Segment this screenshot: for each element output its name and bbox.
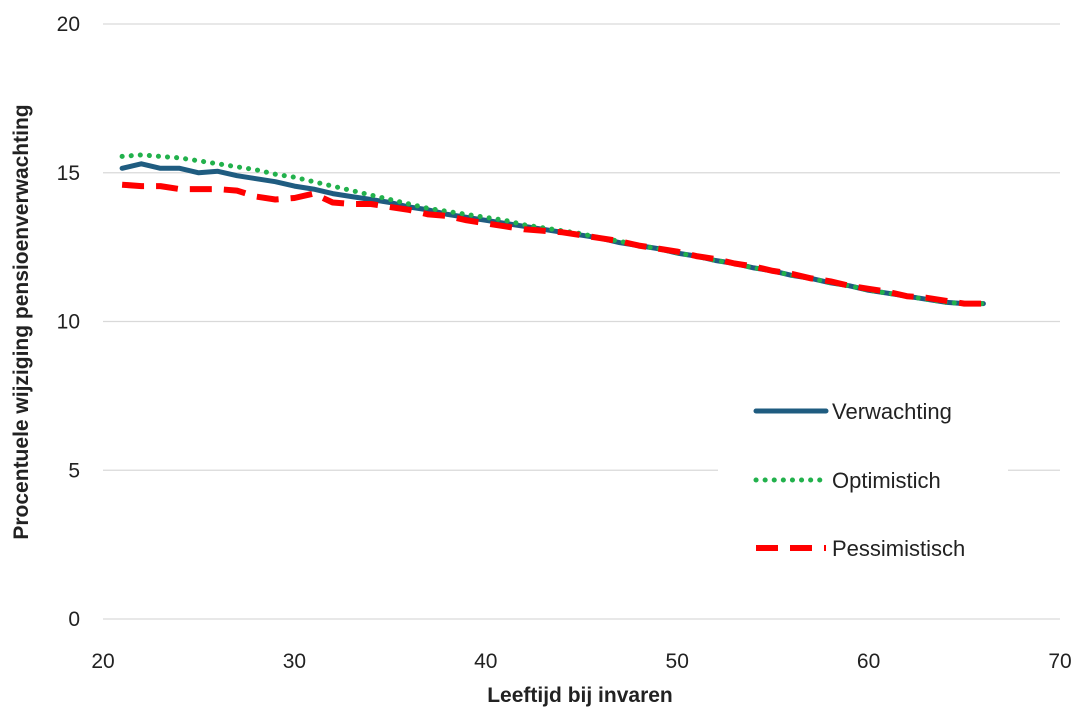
y-tick-label: 20 <box>57 13 80 36</box>
x-axis-ticks: 20 30 40 50 60 70 <box>91 650 1071 673</box>
x-tick-label: 60 <box>857 650 880 673</box>
series-lines <box>119 152 986 307</box>
legend-label: Verwachting <box>832 399 952 424</box>
y-tick-label: 15 <box>57 162 80 185</box>
x-axis-title: Leeftijd bij invaren <box>487 684 673 707</box>
y-tick-label: 10 <box>57 311 80 334</box>
y-tick-label: 0 <box>68 608 80 631</box>
legend-label: Optimistich <box>832 468 941 493</box>
series-line-verwachting <box>119 161 986 307</box>
x-tick-label: 20 <box>91 650 114 673</box>
x-tick-label: 50 <box>666 650 689 673</box>
x-tick-label: 70 <box>1048 650 1071 673</box>
legend-label: Pessimistisch <box>832 536 965 561</box>
legend: Verwachting Optimistich Pessimistisch <box>718 390 1008 570</box>
y-tick-label: 5 <box>68 459 80 482</box>
y-axis-ticks: 0 5 10 15 20 <box>57 13 80 631</box>
y-axis-title: Procentuele wijziging pensioenverwachtin… <box>10 104 33 539</box>
x-tick-label: 40 <box>474 650 497 673</box>
series-line-pessimistisch <box>121 181 984 307</box>
x-tick-label: 30 <box>283 650 306 673</box>
